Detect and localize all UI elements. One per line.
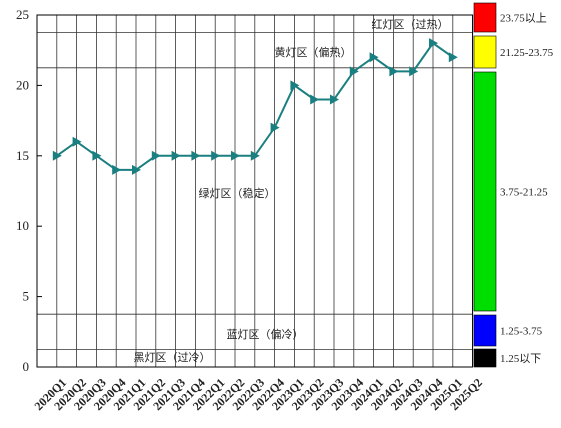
data-point <box>72 136 82 147</box>
data-point <box>211 150 221 161</box>
data-point <box>132 164 141 175</box>
legend-label: 1.25以下 <box>500 353 541 365</box>
plot-frame <box>36 14 474 368</box>
data-point <box>52 150 62 161</box>
data-point <box>369 52 379 63</box>
y-tick-label: 5 <box>23 289 30 304</box>
legend-label: 23.75以上 <box>500 12 547 25</box>
legend-swatch <box>473 348 497 368</box>
legend-swatch <box>473 2 497 33</box>
data-point <box>330 94 339 105</box>
legend-swatch <box>473 314 497 347</box>
zone-label: 黄灯区（偏热） <box>275 45 352 59</box>
data-point <box>310 94 320 105</box>
legend-label: 21.25-23.75 <box>500 47 554 59</box>
data-point <box>429 38 438 49</box>
y-tick-label: 25 <box>16 7 29 22</box>
data-point <box>409 66 419 77</box>
data-point <box>231 150 240 161</box>
y-tick-label: 20 <box>16 77 29 92</box>
data-point <box>349 66 359 77</box>
zone-label: 红灯区（过热） <box>372 18 449 31</box>
data-point <box>270 122 280 133</box>
data-point <box>448 52 458 63</box>
data-point <box>389 66 399 77</box>
zone-label: 黑灯区（过冷） <box>134 351 211 364</box>
zone-label: 蓝灯区（偏冷） <box>227 327 304 341</box>
y-tick-label: 15 <box>16 148 29 163</box>
y-tick-label: 0 <box>23 359 30 374</box>
y-tick-label: 10 <box>16 218 29 233</box>
legend-label: 3.75-21.25 <box>500 187 548 199</box>
data-point <box>92 150 102 161</box>
legend-swatch <box>473 35 497 69</box>
data-point <box>112 164 122 175</box>
legend-swatch <box>473 71 497 312</box>
data-point <box>171 150 181 161</box>
legend-label: 1.25-3.75 <box>500 326 543 338</box>
data-point <box>191 150 201 161</box>
zone-label: 绿灯区（稳定） <box>199 186 276 200</box>
data-point <box>151 150 161 161</box>
data-point <box>250 150 260 161</box>
data-point <box>290 80 300 91</box>
